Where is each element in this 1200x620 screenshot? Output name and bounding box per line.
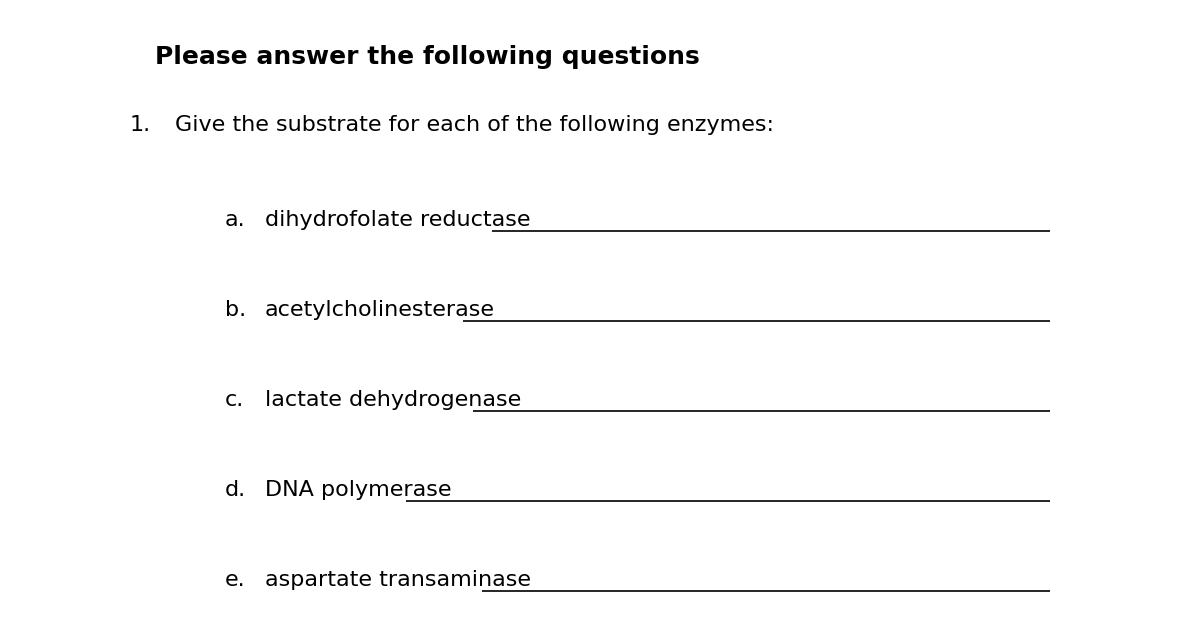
Text: aspartate transaminase: aspartate transaminase: [265, 570, 530, 590]
Text: c.: c.: [226, 390, 245, 410]
Text: lactate dehydrogenase: lactate dehydrogenase: [265, 390, 521, 410]
Text: b.: b.: [226, 300, 246, 320]
Text: e.: e.: [226, 570, 246, 590]
Text: dihydrofolate reductase: dihydrofolate reductase: [265, 210, 530, 230]
Text: a.: a.: [226, 210, 246, 230]
Text: acetylcholinesterase: acetylcholinesterase: [265, 300, 496, 320]
Text: Give the substrate for each of the following enzymes:: Give the substrate for each of the follo…: [175, 115, 774, 135]
Text: d.: d.: [226, 480, 246, 500]
Text: Please answer the following questions: Please answer the following questions: [155, 45, 700, 69]
Text: 1.: 1.: [130, 115, 151, 135]
Text: DNA polymerase: DNA polymerase: [265, 480, 451, 500]
